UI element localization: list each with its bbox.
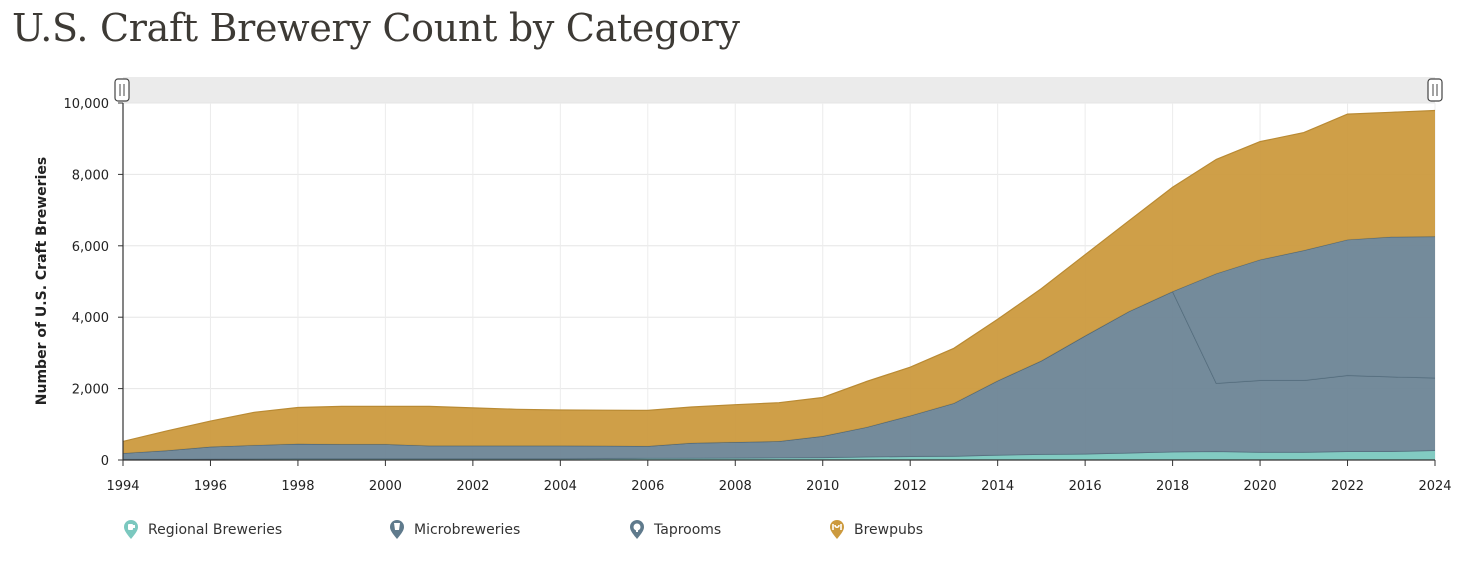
y-tick-label: 2,000: [72, 383, 109, 398]
range-handles: [114, 78, 1443, 102]
chart: 1994 1996 1998 2000 2002 2004 2006 2008 2010 2012…: [34, 77, 1452, 494]
x-tick-label: 2016: [1069, 479, 1102, 494]
x-tick-label: 1994: [106, 479, 139, 494]
legend-item-regional-breweries[interactable]: Regional Breweries: [120, 516, 282, 544]
regional-brewery-icon: [124, 520, 138, 539]
x-tick-label: 2002: [456, 479, 489, 494]
x-tick-label: 2024: [1418, 479, 1451, 494]
taproom-icon: [630, 520, 644, 539]
x-tick-label: 2012: [894, 479, 927, 494]
area-microbreweries: [123, 291, 1435, 460]
area-brewpubs: [123, 110, 1435, 454]
y-axis-ticks: 0 2,000 4,000 6,000 8,000 10,000: [64, 97, 123, 469]
x-tick-label: 2010: [806, 479, 839, 494]
area-taprooms: [123, 236, 1435, 454]
brewpub-icon: [830, 520, 844, 539]
y-axis-label: Number of U.S. Craft Breweries: [34, 157, 50, 405]
x-tick-label: 2022: [1331, 479, 1364, 494]
y-tick-label: 6,000: [72, 240, 109, 255]
line-brewpubs: [122, 109, 1436, 442]
legend-label: Microbreweries: [414, 522, 521, 538]
legend: Regional Breweries Microbreweries Taproo…: [120, 516, 1020, 544]
legend-label: Regional Breweries: [148, 522, 283, 538]
legend-label: Brewpubs: [854, 522, 924, 538]
x-tick-label: 1996: [194, 479, 227, 494]
legend-label: Taprooms: [654, 522, 722, 538]
y-tick-label: 0: [101, 454, 109, 469]
area-regional-breweries: [123, 450, 1435, 460]
legend-item-taprooms[interactable]: Taprooms: [626, 516, 721, 544]
x-tick-label: 2000: [369, 479, 402, 494]
x-tick-label: 2020: [1244, 479, 1277, 494]
range-handle-left[interactable]: [114, 78, 130, 102]
range-navigator: [123, 77, 1435, 103]
x-tick-label: 2018: [1156, 479, 1189, 494]
chart-areas: [122, 109, 1436, 460]
x-axis-ticks: 1994 1996 1998 2000 2002 2004 2006 2008 2010 2012…: [106, 460, 1452, 494]
x-tick-label: 2014: [981, 479, 1014, 494]
y-tick-label: 4,000: [72, 311, 109, 326]
legend-item-brewpubs[interactable]: Brewpubs: [826, 516, 923, 544]
navigator-track: [123, 77, 1435, 103]
x-tick-label: 2008: [719, 479, 752, 494]
x-tick-label: 2006: [631, 479, 664, 494]
x-tick-label: 1998: [281, 479, 314, 494]
legend-item-microbreweries[interactable]: Microbreweries: [386, 516, 520, 544]
y-tick-label: 10,000: [64, 97, 110, 112]
handle-grip: [1427, 78, 1443, 102]
microbrewery-icon: [390, 520, 404, 539]
range-handle-right[interactable]: [1427, 78, 1443, 102]
handle-grip: [114, 78, 130, 102]
y-tick-label: 8,000: [72, 168, 109, 183]
page-title: U.S. Craft Brewery Count by Category: [12, 6, 740, 50]
x-tick-label: 2004: [544, 479, 577, 494]
axes: [122, 103, 1435, 461]
